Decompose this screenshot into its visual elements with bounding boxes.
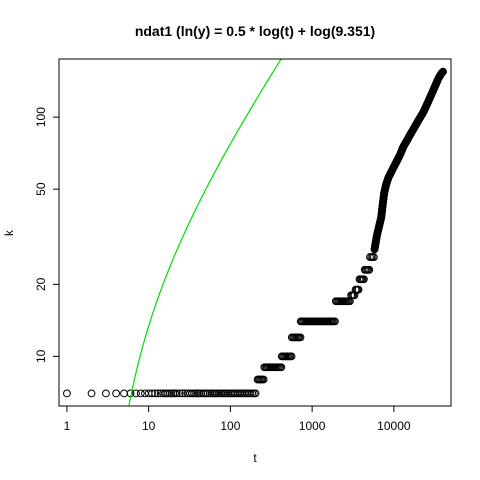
- y-axis: 10 20 50 100: [34, 107, 59, 363]
- y-tick-label: 100: [34, 107, 48, 127]
- x-axis-label: t: [253, 451, 257, 465]
- y-axis-label: k: [2, 229, 16, 236]
- y-tick-label: 50: [34, 182, 48, 196]
- x-tick-label: 10000: [377, 419, 411, 433]
- x-tick-label: 1000: [299, 419, 326, 433]
- x-tick-label: 100: [220, 419, 240, 433]
- chart-title: ndat1 (ln(y) = 0.5 * log(t) + log(9.351): [135, 23, 375, 39]
- x-axis: 1 10 100 1000 10000: [64, 406, 411, 433]
- plot-frame: [59, 59, 451, 406]
- y-tick-label: 20: [34, 277, 48, 291]
- data-point: [103, 390, 110, 397]
- data-point: [88, 390, 95, 397]
- data-point: [64, 390, 71, 397]
- fitted-curve: [106, 0, 443, 480]
- y-tick-label: 10: [34, 349, 48, 363]
- data-point: [113, 390, 120, 397]
- x-tick-label: 1: [64, 419, 71, 433]
- x-tick-label: 10: [142, 419, 156, 433]
- plot-area: [64, 0, 447, 480]
- data-point: [121, 390, 128, 397]
